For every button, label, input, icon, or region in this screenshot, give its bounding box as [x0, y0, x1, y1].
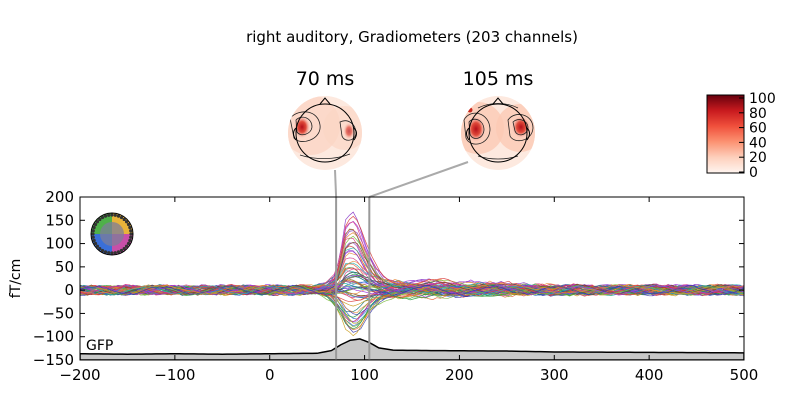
- channel-trace: [80, 285, 744, 303]
- sensor-dot: [128, 225, 132, 230]
- channel-trace: [80, 284, 744, 296]
- sensor-dot: [129, 235, 133, 239]
- sensor-color-legend: [90, 212, 134, 256]
- sensor-dot: [110, 251, 114, 255]
- y-tick-label: 0: [64, 281, 74, 299]
- sensor-dot: [110, 213, 114, 217]
- sensor-dot: [107, 251, 111, 255]
- sensor-dot: [107, 213, 111, 217]
- channel-trace: [80, 284, 744, 296]
- figure-title: right auditory, Gradiometers (203 channe…: [246, 28, 578, 46]
- colorbar-tick-label: 0: [749, 165, 758, 181]
- sensor-dot: [126, 222, 131, 227]
- x-tick-label: 100: [350, 366, 379, 384]
- x-tick-label: 0: [265, 366, 275, 384]
- sensor-dot: [122, 217, 126, 222]
- sensor-dot: [116, 214, 121, 218]
- sensor-dot: [95, 244, 100, 248]
- sensor-dot: [129, 232, 133, 236]
- sensor-dot: [95, 220, 100, 224]
- topomap-70ms-connector: [334, 169, 338, 198]
- y-tick-label: −150: [33, 351, 74, 369]
- sensor-dot: [113, 251, 117, 255]
- sensor-dot: [91, 229, 95, 233]
- colorbar-tick-label: 60: [749, 121, 767, 137]
- topomap-title-70ms: 70 ms: [295, 68, 355, 90]
- colorbar-tick-label: 40: [749, 135, 767, 151]
- channel-traces: [80, 211, 744, 337]
- sensor-dot: [103, 250, 108, 254]
- sensor-dot: [91, 232, 95, 236]
- x-tick-label: 500: [730, 366, 759, 384]
- sensor-dot: [98, 217, 102, 222]
- sensor-dot: [129, 229, 133, 233]
- x-tick-label: 300: [540, 366, 569, 384]
- channel-trace: [80, 280, 744, 296]
- channel-trace: [80, 260, 744, 296]
- sensor-dot: [92, 238, 96, 243]
- colorbar-gradient: [706, 94, 745, 174]
- topomap-title-105ms: 105 ms: [462, 68, 534, 90]
- colorbar-tick-label: 20: [749, 150, 767, 166]
- sensor-dot: [93, 241, 98, 246]
- gfp-label: GFP: [86, 338, 113, 354]
- time-markers: [335, 197, 371, 360]
- channel-trace: [80, 211, 744, 295]
- x-tick-label: −100: [154, 366, 195, 384]
- sensor-dot: [103, 214, 108, 218]
- y-tick-label: 100: [45, 235, 74, 253]
- sensor-dot: [128, 238, 132, 243]
- colorbar-tick-label: 100: [749, 91, 776, 107]
- x-tick-label: −200: [59, 366, 100, 384]
- sensor-dot: [122, 246, 126, 251]
- sensor-dot: [98, 246, 102, 251]
- sensor-dot: [93, 222, 98, 227]
- y-tick-label: 150: [45, 211, 74, 229]
- gfp-area: [80, 338, 744, 360]
- sensor-dot: [124, 220, 129, 224]
- sensor-dot: [92, 225, 96, 230]
- sensor-dot: [119, 248, 124, 253]
- sensor-dot: [124, 244, 129, 248]
- sensor-dot: [126, 241, 131, 246]
- sensor-dot: [119, 215, 124, 220]
- plot-frame: [79, 196, 745, 361]
- y-tick-label: −100: [33, 328, 74, 346]
- topomap-105ms-connector: [368, 161, 469, 198]
- x-tick-label: 400: [635, 366, 664, 384]
- y-tick-label: −50: [42, 304, 74, 322]
- y-tick-label: 200: [45, 188, 74, 206]
- y-tick-label: 50: [55, 258, 74, 276]
- sensor-dot: [100, 215, 105, 220]
- sensor-dot: [100, 248, 105, 253]
- topomap-70ms-right-blob: [343, 122, 355, 140]
- sensor-dot: [113, 213, 117, 217]
- gfp-curve: [80, 338, 744, 360]
- topomap-105ms: [461, 96, 535, 170]
- sensor-dot: [116, 250, 121, 254]
- x-tick-label: 200: [445, 366, 474, 384]
- channel-trace: [80, 285, 744, 298]
- y-axis-label: fT/cm: [8, 259, 24, 299]
- sensor-dot: [91, 235, 95, 239]
- colorbar-tick-label: 80: [749, 106, 767, 122]
- topomap-70ms: [288, 96, 362, 170]
- butterfly-plot: −200 −100 0 100 200 300 400 500200150100500−50−…: [8, 188, 758, 384]
